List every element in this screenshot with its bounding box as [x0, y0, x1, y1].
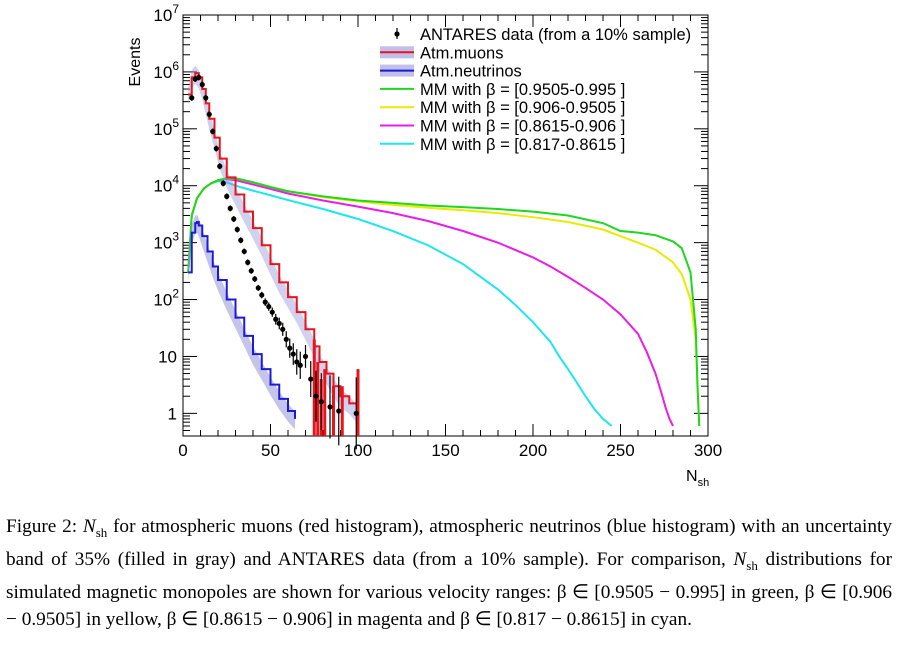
- legend-label: ANTARES data (from a 10% sample): [420, 26, 691, 44]
- axis-ticks: [182, 14, 709, 436]
- series-line: [187, 178, 674, 427]
- x-axis-label: Nsh: [686, 468, 709, 489]
- caption-text-2: for atmospheric muons (red histogram), a…: [6, 516, 893, 570]
- x-tick-label: 100: [344, 441, 372, 460]
- legend-marker: [394, 31, 400, 37]
- legend-label: MM with β = [0.906-0.9505 ]: [420, 99, 625, 117]
- data-point: [269, 309, 275, 315]
- data-point: [252, 276, 258, 282]
- data-point: [245, 259, 251, 265]
- x-tick-label: 200: [519, 441, 547, 460]
- legend: ANTARES data (from a 10% sample)Atm.muon…: [380, 26, 691, 154]
- data-point: [231, 216, 237, 222]
- caption-nsh-2-sub: sh: [746, 557, 758, 573]
- data-point: [353, 410, 359, 416]
- data-point: [203, 95, 209, 101]
- chart: 0 50 100 150 200 250 300 1 10 102 103 104 105 106 107…: [127, 2, 722, 489]
- legend-label: MM with β = [0.8615-0.906 ]: [420, 118, 625, 136]
- series-line: [188, 221, 296, 419]
- data-point: [290, 351, 296, 357]
- data-point: [196, 74, 202, 81]
- x-tick-label: 0: [178, 441, 187, 460]
- data-point: [224, 193, 230, 199]
- data-point: [294, 359, 300, 365]
- data-point: [313, 393, 319, 399]
- y-tick-label: 1: [168, 404, 177, 423]
- data-points-layer: [189, 74, 359, 450]
- figure-caption: Figure 2: Nsh for atmospheric muons (red…: [6, 513, 892, 633]
- data-point: [302, 353, 309, 360]
- y-tick-label: 103: [153, 230, 179, 253]
- data-point: [262, 299, 268, 305]
- series-line: [187, 180, 613, 427]
- data-point: [227, 205, 233, 211]
- data-point: [318, 399, 324, 405]
- data-point: [280, 326, 286, 332]
- data-point: [213, 145, 219, 152]
- x-tick-label: 300: [694, 441, 722, 460]
- y-tick-label: 10: [158, 347, 177, 366]
- data-point: [217, 163, 223, 169]
- y-tick-label: 106: [153, 59, 179, 82]
- y-tick-label: 105: [153, 116, 179, 139]
- x-tick-label: 250: [606, 441, 634, 460]
- data-point: [234, 226, 240, 233]
- legend-label: MM with β = [0.9505-0.995 ]: [420, 81, 625, 99]
- data-point: [308, 376, 314, 382]
- legend-label: MM with β = [0.817-0.8615 ]: [420, 136, 625, 154]
- data-point: [259, 292, 265, 298]
- y-tick-label: 107: [153, 2, 179, 25]
- caption-nsh-2: N: [733, 548, 747, 570]
- x-tick-label: 150: [431, 441, 459, 460]
- data-point: [220, 180, 226, 186]
- caption-text-1: Figure 2:: [6, 516, 83, 537]
- data-point: [273, 316, 279, 322]
- x-tick-labels: 0 50 100 150 200 250 300: [178, 441, 722, 460]
- series-line: [187, 177, 701, 427]
- data-point: [297, 362, 303, 368]
- data-point: [283, 336, 289, 342]
- legend-label: Atm.muons: [420, 44, 503, 62]
- data-point: [199, 81, 205, 88]
- series-line: [188, 72, 359, 414]
- y-tick-label: 104: [153, 173, 179, 196]
- data-point: [287, 345, 293, 351]
- data-point: [327, 404, 333, 410]
- data-point: [255, 285, 261, 291]
- caption-nsh-1: N: [82, 516, 96, 537]
- caption-text-3: distributions for simulated magnetic mon…: [6, 548, 892, 630]
- data-point: [276, 320, 282, 327]
- uncertainty-band: [188, 214, 295, 430]
- data-point: [336, 408, 342, 414]
- data-point: [238, 237, 244, 243]
- data-point: [210, 128, 216, 135]
- data-point: [189, 95, 195, 101]
- data-point: [266, 304, 272, 310]
- x-tick-label: 50: [261, 441, 280, 460]
- y-tick-labels: 1 10 102 103 104 105 106 107: [153, 2, 179, 423]
- data-point: [248, 268, 254, 274]
- data-point: [206, 111, 212, 117]
- data-point: [241, 248, 247, 255]
- legend-label: Atm.neutrinos: [420, 63, 522, 81]
- caption-nsh-1-sub: sh: [95, 524, 108, 540]
- y-tick-label: 102: [153, 287, 179, 310]
- y-axis-label: Events: [127, 38, 144, 87]
